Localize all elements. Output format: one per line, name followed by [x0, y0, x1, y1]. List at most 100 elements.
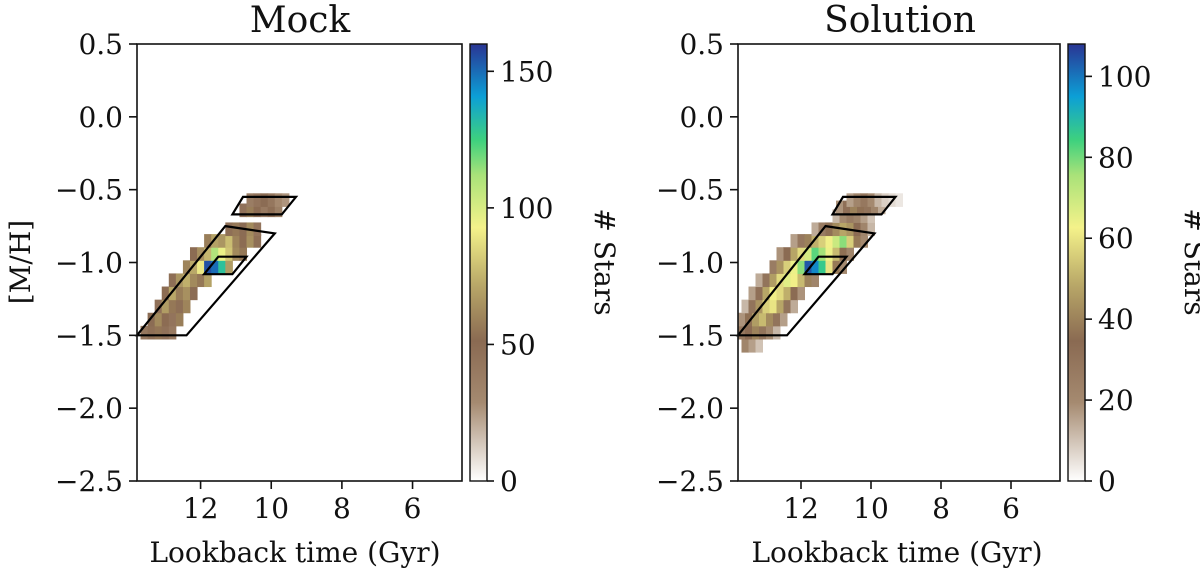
heatmap-cell: [860, 222, 868, 237]
heatmap-cell: [738, 312, 746, 327]
solution-heatmap-cells: [738, 193, 903, 353]
y-tick-label: −0.5: [656, 174, 724, 207]
heatmap-cell: [818, 247, 826, 261]
heatmap-cell: [839, 247, 847, 261]
heatmap-cell: [168, 312, 177, 327]
heatmap-cell: [752, 312, 760, 327]
heatmap-cell: [790, 260, 798, 274]
heatmap-cell: [745, 325, 753, 340]
heatmap-cell: [804, 234, 812, 248]
x-tick-label: 6: [1002, 492, 1020, 525]
heatmap-cell: [797, 234, 805, 248]
heatmap-cell: [797, 286, 805, 301]
heatmap-cell: [797, 273, 805, 288]
heatmap-cell: [860, 209, 868, 223]
heatmap-cell: [825, 222, 833, 237]
heatmap-cell: [790, 247, 798, 261]
heatmap-cell: [780, 312, 788, 327]
y-tick-label: 0.5: [679, 28, 724, 61]
heatmap-cell: [776, 299, 784, 314]
heatmap-cell: [839, 260, 847, 274]
heatmap-cell: [878, 200, 886, 215]
heatmap-cell: [762, 286, 770, 301]
heatmap-cell: [253, 203, 262, 218]
heatmap-cell: [189, 247, 198, 261]
heatmap-cell: [846, 234, 854, 248]
heatmap-cell: [755, 338, 763, 353]
heatmap-cell: [811, 222, 819, 237]
heatmap-cell: [776, 260, 784, 274]
mock-colorbar: [469, 43, 488, 482]
heatmap-cell: [246, 234, 255, 248]
colorbar-tick-label: 0: [1098, 465, 1116, 498]
heatmap-cell: [836, 200, 844, 215]
heatmap-cell: [759, 325, 767, 340]
heatmap-cell: [832, 234, 840, 248]
heatmap-cell: [189, 273, 198, 288]
heatmap-cell: [804, 273, 812, 288]
heatmap-cell: [182, 286, 191, 301]
heatmap-cell: [762, 273, 770, 288]
heatmap-cell: [267, 193, 276, 207]
solution-panel: Solution 12 10 8 6 0.5 0.0 −0.5 −1.0 −1.5 −2.0 −2…: [656, 0, 1200, 569]
heatmap-cell: [239, 203, 248, 218]
mock-x-axis-label: Lookback time (Gyr): [149, 536, 440, 569]
y-tick-label: −1.0: [55, 247, 123, 280]
heatmap-cell: [147, 312, 156, 327]
heatmap-cell: [154, 325, 163, 340]
heatmap-cell: [154, 299, 163, 314]
heatmap-cell: [846, 193, 854, 207]
heatmap-cell: [239, 234, 248, 248]
heatmap-cell: [825, 234, 833, 248]
heatmap-cell: [748, 286, 756, 301]
heatmap-cell: [811, 247, 819, 261]
heatmap-cell: [769, 286, 777, 301]
main-band-outline: [735, 224, 877, 337]
heatmap-cell: [218, 234, 226, 248]
x-tick-label: 8: [333, 492, 351, 525]
heatmap-cell: [857, 200, 865, 215]
heatmap-cell: [790, 273, 798, 288]
heatmap-cell: [232, 222, 240, 237]
heatmap-cell: [140, 325, 149, 340]
colorbar-tick-label: 40: [1098, 303, 1134, 336]
heatmap-cell: [832, 247, 840, 261]
heatmap-cell: [204, 260, 212, 274]
heatmap-cell: [232, 234, 240, 248]
heatmap-cell: [267, 203, 276, 218]
x-tick-label: 12: [783, 492, 819, 525]
heatmap-cell: [225, 234, 233, 248]
metal-rich-blob-outline: [830, 195, 898, 216]
heatmap-cell: [773, 325, 781, 340]
solution-regions: [735, 195, 898, 337]
heatmap-cell: [225, 260, 233, 274]
heatmap-cell: [804, 247, 812, 261]
heatmap-cell: [161, 299, 170, 314]
heatmap-cell: [864, 200, 872, 215]
heatmap-cell: [755, 299, 763, 314]
solution-colorbar-ticks: 0 20 40 60 80 100: [1085, 60, 1151, 498]
heatmap-cell: [818, 260, 826, 274]
colorbar-tick-label: 50: [500, 328, 536, 361]
heatmap-cell: [752, 325, 760, 340]
heatmap-cell: [204, 234, 212, 248]
x-tick-label: 8: [932, 492, 950, 525]
peak-box-outline: [802, 255, 849, 276]
heatmap-cell: [839, 234, 847, 248]
heatmap-cell: [755, 273, 763, 288]
heatmap-cell: [218, 260, 226, 274]
heatmap-cell: [741, 338, 749, 353]
heatmap-cell: [867, 193, 875, 207]
x-tick-label: 6: [404, 492, 422, 525]
y-tick-label: 0.0: [78, 101, 123, 134]
heatmap-cell: [175, 312, 184, 327]
solution-x-ticks: 12 10 8 6: [783, 481, 1020, 525]
heatmap-cell: [825, 247, 833, 261]
heatmap-cell: [804, 260, 812, 274]
heatmap-cell: [253, 234, 262, 248]
heatmap-cell: [776, 247, 784, 261]
solution-colorbar-label: # Stars: [1178, 208, 1200, 315]
heatmap-cell: [147, 325, 156, 340]
heatmap-cell: [846, 209, 854, 223]
mock-panel: Mock 12 10 8 6 0.5 0.0 −0.5 −1.0 −1.5 −2.0 −2.5 L…: [4, 0, 621, 569]
